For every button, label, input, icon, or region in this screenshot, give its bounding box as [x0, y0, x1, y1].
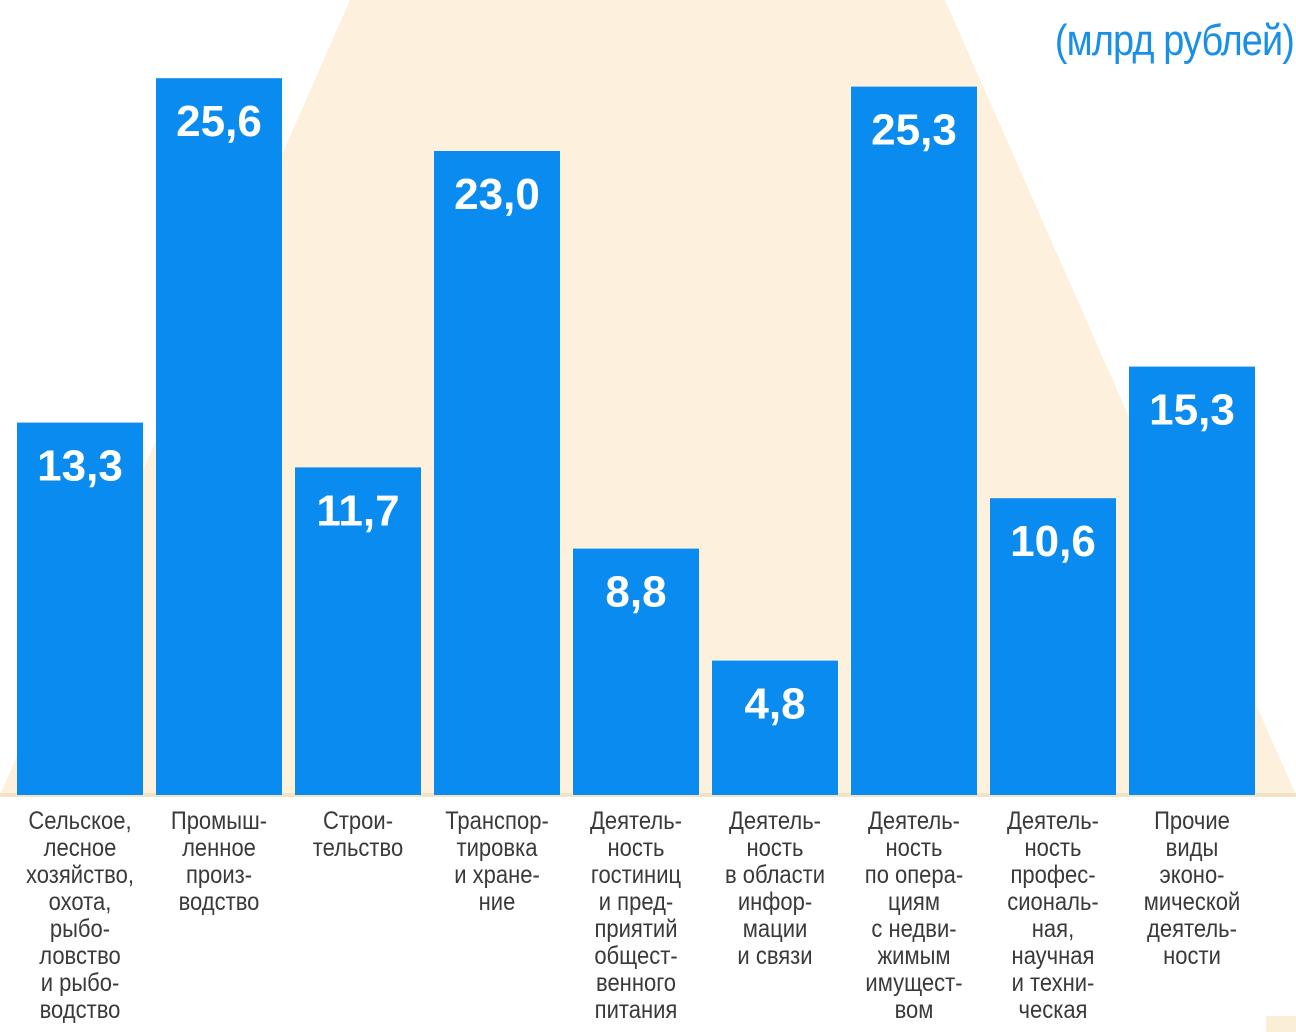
category-label: Деятель- ность по опера- циям с недви- ж…	[864, 807, 964, 1024]
bar	[295, 467, 421, 795]
category-label: Деятель- ность профес- сиональ- ная, нау…	[1006, 807, 1100, 1024]
bar-value-label: 15,3	[1149, 386, 1235, 435]
bar	[434, 151, 560, 795]
bar-value-label: 23,0	[454, 170, 540, 219]
unit-label: (млрд рублей)	[1054, 16, 1295, 65]
bar	[712, 660, 838, 795]
category-label: Сельское, лесное хозяйство, охота, рыбо-…	[26, 807, 134, 1024]
category-label: Строи- тельство	[312, 807, 404, 862]
category-label: Деятель- ность в области инфор- мации и …	[724, 807, 826, 970]
bar-value-label: 4,8	[744, 680, 805, 729]
bar-value-label: 25,6	[176, 97, 262, 146]
bar	[851, 86, 977, 796]
category-label: Прочие виды эконо- мической деятель- нос…	[1143, 807, 1241, 970]
bar	[990, 498, 1116, 795]
bar	[156, 78, 282, 795]
bar-value-label: 13,3	[37, 442, 123, 491]
bar-value-label: 11,7	[316, 486, 399, 535]
bar-value-label: 8,8	[605, 568, 666, 617]
bar	[17, 422, 143, 795]
category-label: Промыш- ленное произ- водство	[170, 807, 268, 916]
bars-group: 13,3 25,6 11,7 23,0 8,8 4,8 25,3 10,6 15,3	[17, 78, 1255, 796]
corner-decoration	[1266, 1016, 1296, 1032]
bar	[573, 548, 699, 795]
bar	[1129, 366, 1255, 795]
category-label: Деятель- ность гостиниц и пред- приятий …	[589, 807, 683, 1024]
bar-value-label: 10,6	[1010, 517, 1096, 566]
bar-value-label: 25,3	[871, 106, 957, 155]
category-label: Транспор- тировка и хране- ние	[445, 807, 549, 916]
